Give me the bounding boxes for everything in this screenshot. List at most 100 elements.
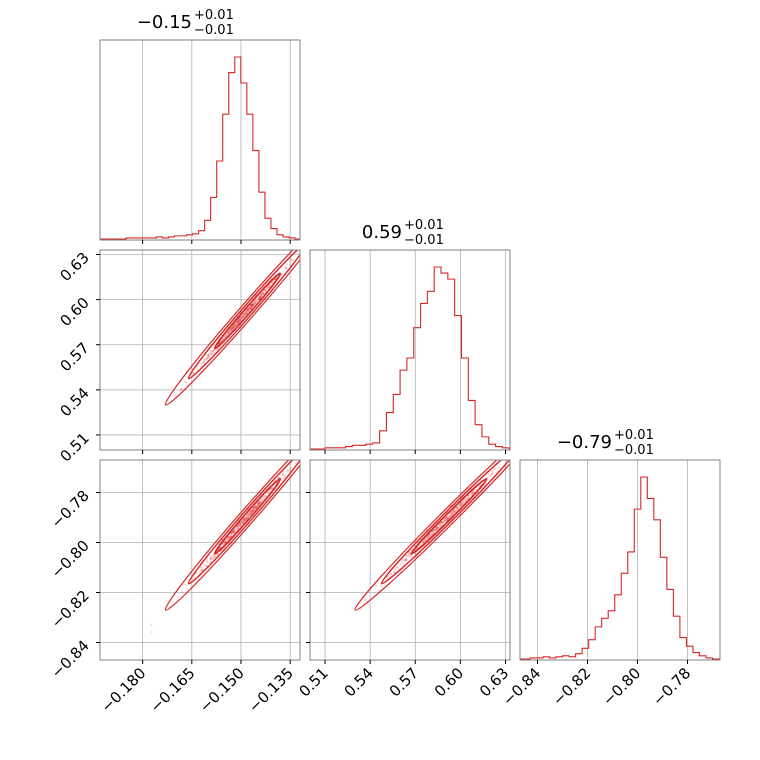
- scatter-point: [236, 526, 239, 529]
- scatter-point: [261, 292, 264, 295]
- scatter-point: [257, 501, 260, 505]
- scatter-point: [248, 307, 252, 310]
- scatter-point: [238, 521, 242, 525]
- scatter-point: [229, 535, 232, 539]
- scatter-point: [436, 525, 439, 528]
- scatter-point: [202, 359, 206, 362]
- scatter-point: [457, 504, 460, 507]
- scatter-point: [266, 285, 270, 288]
- scatter-point: [243, 518, 247, 522]
- scatter-point: [461, 502, 464, 506]
- scatter-point: [248, 306, 251, 309]
- scatter-point: [205, 358, 209, 361]
- scatter-point: [450, 512, 453, 515]
- scatter-point: [260, 500, 263, 503]
- scatter-point: [212, 349, 215, 353]
- scatter-point: [404, 558, 408, 561]
- scatter-point: [265, 287, 269, 291]
- scatter-point: [241, 314, 244, 317]
- scatter-point: [239, 522, 242, 525]
- scatter-point: [254, 505, 257, 508]
- scatter-point: [230, 326, 233, 330]
- scatter-point: [452, 510, 455, 513]
- scatter-point: [251, 510, 254, 513]
- scatter-point: [405, 554, 408, 557]
- scatter-point: [435, 527, 438, 530]
- scatter-point: [251, 304, 254, 307]
- scatter-point: [434, 528, 438, 531]
- scatter-point: [451, 512, 455, 516]
- scatter-point: [404, 557, 407, 561]
- scatter-point: [231, 327, 234, 331]
- scatter-point: [248, 307, 251, 310]
- scatter-point: [432, 531, 435, 534]
- scatter-point: [249, 512, 253, 515]
- scatter-point: [251, 305, 254, 308]
- scatter-point: [258, 297, 261, 300]
- scatter-point: [427, 536, 430, 540]
- scatter-point: [243, 314, 246, 317]
- scatter-point: [244, 312, 247, 315]
- scatter-point: [250, 305, 254, 308]
- scatter-point: [228, 329, 232, 332]
- scatter-point: [243, 518, 246, 522]
- scatter-point: [258, 500, 262, 503]
- scatter-point: [248, 306, 251, 310]
- scatter-point: [238, 522, 241, 525]
- scatter-point: [255, 505, 258, 509]
- scatter-point: [386, 576, 389, 579]
- scatter-point: [438, 523, 441, 526]
- scatter-point: [260, 293, 263, 296]
- scatter-point: [257, 503, 260, 507]
- scatter-point: [254, 300, 257, 304]
- scatter-point: [245, 517, 248, 520]
- scatter-point: [259, 296, 262, 299]
- scatter-point: [269, 488, 273, 491]
- scatter-point: [388, 574, 391, 577]
- title-plus: +0.01: [404, 218, 444, 233]
- scatter-point: [439, 524, 442, 527]
- scatter-point: [261, 292, 264, 296]
- scatter-point: [184, 583, 187, 587]
- scatter-point: [444, 516, 447, 519]
- panel-title-2: −0.79 +0.01−0.01: [557, 428, 654, 458]
- scatter-point: [240, 318, 243, 321]
- panel-0-0: [99, 39, 301, 244]
- scatter-point: [456, 506, 459, 509]
- scatter-point: [261, 292, 265, 295]
- scatter-point: [258, 296, 261, 299]
- scatter-point: [245, 514, 249, 517]
- scatter-point: [235, 320, 239, 324]
- scatter-point: [393, 569, 396, 572]
- scatter-point: [258, 297, 261, 300]
- contour-level: [213, 477, 282, 555]
- scatter-point: [440, 521, 443, 525]
- scatter-point: [405, 554, 408, 558]
- scatter-point: [236, 321, 240, 324]
- scatter-point: [227, 330, 230, 334]
- scatter-point: [467, 494, 470, 498]
- scatter-point: [254, 505, 257, 508]
- scatter-point: [443, 519, 447, 522]
- scatter-point: [249, 304, 252, 307]
- scatter-point: [254, 506, 257, 509]
- scatter-point: [450, 513, 454, 516]
- scatter-point: [433, 528, 437, 532]
- scatter-point: [246, 513, 249, 516]
- scatter-point: [447, 516, 451, 519]
- contour-level: [410, 477, 488, 555]
- scatter-point: [211, 346, 214, 349]
- scatter-point: [436, 527, 439, 531]
- scatter-point: [214, 555, 217, 559]
- scatter-point: [478, 484, 482, 487]
- scatter-point: [453, 509, 456, 512]
- scatter-point: [242, 517, 245, 521]
- scatter-point: [254, 301, 257, 305]
- scatter-point: [241, 520, 244, 523]
- scatter-point: [207, 355, 210, 358]
- scatter-point: [280, 273, 284, 276]
- scatter-point: [447, 514, 450, 518]
- scatter-point: [210, 349, 213, 353]
- scatter-point: [204, 564, 207, 568]
- scatter-point: [253, 506, 256, 510]
